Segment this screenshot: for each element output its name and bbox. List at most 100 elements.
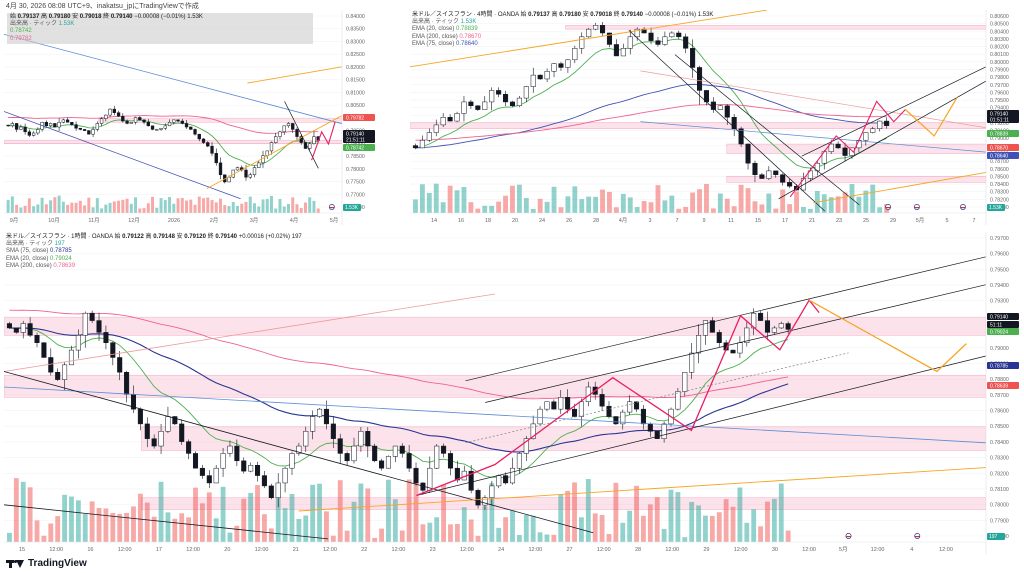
volume-bar [530,208,536,213]
h1-chart-panel[interactable]: 0.797000.796000.795000.794000.793000.792… [4,232,1020,554]
volume-bar [299,208,303,213]
candle [351,445,357,462]
time-tick-label: 24 [498,547,504,553]
candle [412,145,419,149]
time-tick-label: 29 [703,547,709,553]
volume-bar [392,499,398,542]
volume-bar [244,201,248,213]
trend-line [4,504,329,540]
volume-bar [121,199,125,213]
volume-bar [441,484,447,542]
candle [41,342,47,358]
price-tick-label: 0.79500 [990,98,1009,104]
volume-bar [668,489,674,542]
candle [255,464,261,476]
candle [19,126,23,130]
time-tick-label: 14 [431,218,437,224]
volume-bar [738,184,744,213]
candle [613,416,619,425]
volume-bar [627,510,633,542]
volume-bar [696,505,701,542]
candle [537,408,543,425]
volume-bar [579,199,585,213]
daily-chart-svg[interactable]: 0.84000 0.83500 0.83000 0.82500 0.82000 0.815… [4,10,376,225]
price-tick-label: 0.79800 [990,75,1009,81]
volume-bar [53,197,57,213]
volume-bar [248,492,254,542]
price-tag [987,313,1019,320]
volume-bar [613,482,619,542]
time-tick-label: 12:00 [323,547,337,553]
volume-bar [117,514,123,542]
candle [317,408,323,417]
volume-bar [510,185,515,213]
volume-bar [828,197,834,213]
candle [620,411,626,425]
candle [289,453,295,469]
candle [117,357,123,373]
candle [634,401,640,410]
volume-bar [676,208,682,213]
volume-bar [231,201,235,213]
candle [23,126,27,133]
candle [654,431,660,439]
price-tick-label: 0.80300 [990,37,1009,43]
price-tag-label: 0.78670 [990,146,1008,152]
candle [68,349,74,366]
candle [44,121,49,127]
candle [275,482,281,498]
volume-bar [752,201,758,213]
volume-bar [70,202,74,213]
daily-chart-panel[interactable]: 0.84000 0.83500 0.83000 0.82500 0.82000 0.815… [4,10,376,225]
volume-bar [489,483,495,542]
volume-bar [124,512,130,542]
volume-bar [627,197,633,213]
candle [65,119,70,123]
volume-bar [433,183,439,213]
candle [48,357,54,373]
volume-bar [766,193,772,213]
candle [124,371,130,395]
volume-bar [523,198,529,213]
volume-bar [717,193,723,213]
volume-bar [275,491,281,542]
h1-chart-svg[interactable]: 0.797000.796000.795000.794000.793000.792… [4,232,1020,554]
trend-line [813,171,987,204]
time-tick-label: 27 [566,547,572,553]
time-tick-label: 12:00 [871,547,885,553]
candle [193,129,197,135]
candle [20,323,26,333]
candle [82,129,87,131]
h4-chart-panel[interactable]: 0.80600 0.80500 0.80400 0.80300 0.80200 0.801… [410,10,1020,225]
time-tick-label: 5月 [916,217,925,224]
candle [220,453,226,469]
candle [627,401,633,413]
volume-bar [765,501,770,542]
time-tick-label: 4月 [290,217,299,224]
volume-bar [193,204,197,213]
volume-bar [41,535,47,542]
candle [146,121,150,127]
volume-bar [125,198,129,213]
candle [137,408,143,425]
volume-bar [117,200,121,213]
price-tick-label: 0.80400 [990,29,1009,35]
price-tick-label: 0.80000 [990,60,1009,66]
candle [31,132,36,136]
volume-bar [744,522,750,542]
volume-bar [282,508,288,542]
volume-bar [13,478,19,542]
volume-bar [634,485,639,542]
volume-bar [82,514,88,542]
candle [731,116,737,129]
volume-bar [461,507,467,542]
volume-bar [151,196,155,213]
us-flag-stripe [960,207,966,209]
candle [600,25,606,34]
volume-bar [758,526,764,542]
trend-line [628,30,825,212]
volume-tag [987,533,1005,540]
volume-bar [142,208,146,213]
candle [884,120,890,126]
